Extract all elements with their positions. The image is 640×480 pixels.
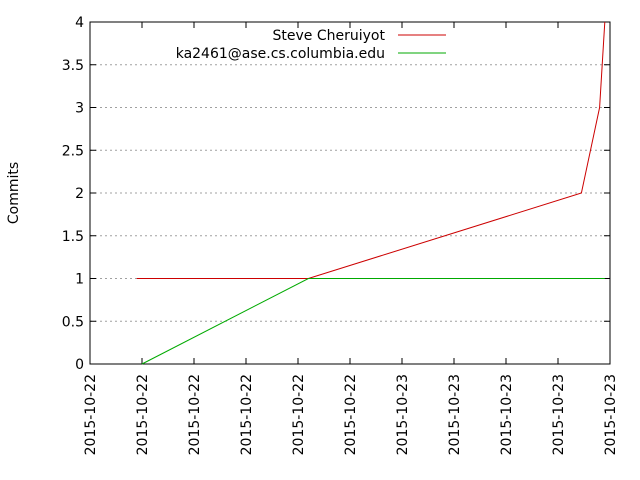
x-tick-label: 2015-10-22 bbox=[291, 374, 307, 455]
y-tick-label: 2 bbox=[75, 186, 84, 202]
legend-label-0: Steve Cheruiyot bbox=[273, 28, 386, 44]
y-tick-label: 0.5 bbox=[62, 314, 84, 330]
series-line-1 bbox=[141, 278, 605, 365]
x-tick-label: 2015-10-22 bbox=[343, 374, 359, 455]
x-tick-label: 2015-10-23 bbox=[447, 374, 463, 455]
y-tick-label: 4 bbox=[75, 15, 84, 31]
x-tick-label: 2015-10-22 bbox=[187, 374, 203, 455]
series-line-0 bbox=[136, 21, 606, 279]
legend: Steve Cheruiyot ka2461@ase.cs.columbia.ed… bbox=[176, 28, 446, 62]
y-tick-label: 3 bbox=[75, 101, 84, 117]
y-axis: 0 0.5 1 1.5 2 2.5 3 3.5 4 bbox=[62, 15, 610, 373]
x-tick-label: 2015-10-22 bbox=[239, 374, 255, 455]
x-tick-label: 2015-10-23 bbox=[499, 374, 515, 455]
legend-label-1: ka2461@ase.cs.columbia.edu bbox=[176, 46, 385, 62]
series-lines bbox=[136, 21, 606, 365]
y-tick-label: 0 bbox=[75, 357, 84, 373]
x-tick-label: 2015-10-23 bbox=[395, 374, 411, 455]
x-tick-label: 2015-10-22 bbox=[83, 374, 99, 455]
x-tick-label: 2015-10-23 bbox=[603, 374, 619, 455]
x-tick-label: 2015-10-22 bbox=[135, 374, 151, 455]
y-tick-label: 3.5 bbox=[62, 58, 84, 74]
y-tick-label: 1.5 bbox=[62, 229, 84, 245]
grid-lines bbox=[90, 64, 610, 322]
y-axis-label: Commits bbox=[6, 162, 22, 224]
y-tick-label: 2.5 bbox=[62, 143, 84, 159]
x-tick-label: 2015-10-23 bbox=[551, 374, 567, 455]
x-axis: 2015-10-22 2015-10-22 2015-10-22 2015-10-22… bbox=[83, 22, 619, 455]
y-tick-label: 1 bbox=[75, 272, 84, 288]
